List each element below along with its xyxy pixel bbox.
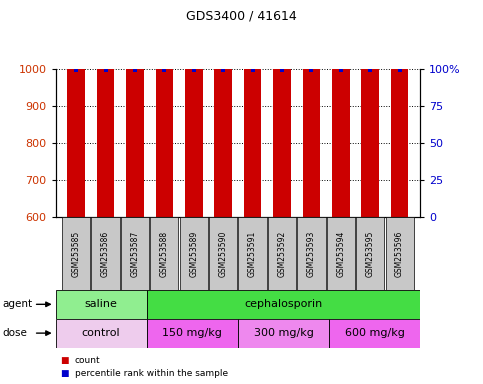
Text: GSM253596: GSM253596 <box>395 230 404 276</box>
Text: control: control <box>82 328 120 338</box>
Text: saline: saline <box>85 299 117 310</box>
Bar <box>91 217 120 290</box>
Text: ■: ■ <box>60 369 69 378</box>
Bar <box>121 217 149 290</box>
Bar <box>56 319 147 348</box>
Text: ■: ■ <box>60 356 69 365</box>
Bar <box>239 217 267 290</box>
Text: GSM253590: GSM253590 <box>219 230 227 276</box>
Text: GSM253595: GSM253595 <box>366 230 375 276</box>
Bar <box>297 217 326 290</box>
Text: 600 mg/kg: 600 mg/kg <box>345 328 405 338</box>
Bar <box>147 319 238 348</box>
Text: GSM253589: GSM253589 <box>189 230 198 276</box>
Bar <box>244 0 261 217</box>
Bar <box>302 0 320 217</box>
Text: GSM253594: GSM253594 <box>336 230 345 276</box>
Text: GSM253591: GSM253591 <box>248 230 257 276</box>
Text: dose: dose <box>2 328 28 338</box>
Bar <box>273 0 291 217</box>
Bar <box>327 217 355 290</box>
Bar <box>356 217 384 290</box>
Bar <box>391 0 409 217</box>
Bar <box>361 0 379 217</box>
Bar <box>150 217 179 290</box>
Bar <box>214 0 232 217</box>
Text: GSM253586: GSM253586 <box>101 230 110 276</box>
Text: GSM253587: GSM253587 <box>130 230 140 276</box>
Bar <box>185 0 202 217</box>
Bar <box>126 0 144 217</box>
Bar <box>62 217 90 290</box>
Text: percentile rank within the sample: percentile rank within the sample <box>75 369 228 378</box>
Text: 150 mg/kg: 150 mg/kg <box>162 328 222 338</box>
Bar <box>332 0 350 217</box>
Text: cephalosporin: cephalosporin <box>244 299 323 310</box>
Text: GSM253592: GSM253592 <box>278 230 286 276</box>
Text: GSM253593: GSM253593 <box>307 230 316 276</box>
Bar <box>147 290 420 319</box>
Text: GSM253585: GSM253585 <box>71 230 81 276</box>
Bar <box>97 0 114 217</box>
Bar <box>56 290 147 319</box>
Bar <box>156 0 173 217</box>
Bar <box>268 217 296 290</box>
Bar <box>67 0 85 217</box>
Text: 300 mg/kg: 300 mg/kg <box>254 328 313 338</box>
Bar <box>180 217 208 290</box>
Bar <box>238 319 329 348</box>
Text: GSM253588: GSM253588 <box>160 230 169 276</box>
Text: GDS3400 / 41614: GDS3400 / 41614 <box>186 10 297 23</box>
Text: agent: agent <box>2 299 32 310</box>
Bar <box>209 217 237 290</box>
Bar <box>329 319 420 348</box>
Text: count: count <box>75 356 100 365</box>
Bar <box>385 217 414 290</box>
